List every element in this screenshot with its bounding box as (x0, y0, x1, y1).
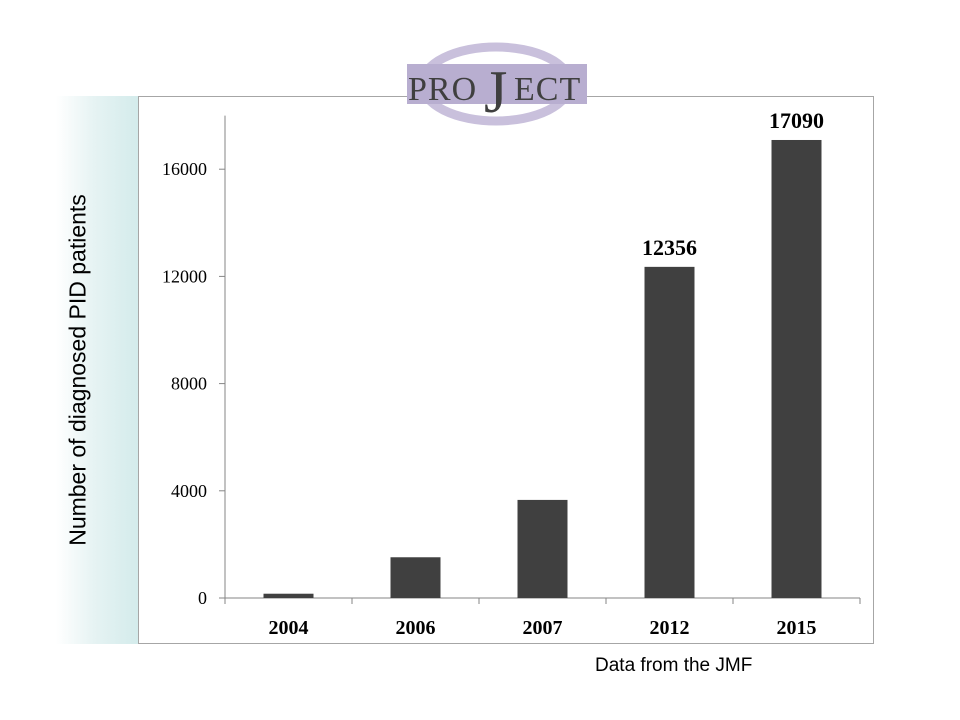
source-footnote: Data from the JMF (595, 655, 753, 676)
project-logo: PRO J ECT (407, 42, 587, 126)
y-tick-label: 4000 (171, 481, 207, 501)
labels: 0 4000 8000 12000 16000 2004 2006 2007 2012 12356… (162, 108, 824, 639)
plot-frame (138, 96, 874, 644)
logo-box (407, 64, 587, 104)
logo-text-left: PRO (408, 71, 477, 108)
logo-text-j: J (484, 59, 507, 125)
y-tick-label: 16000 (162, 159, 207, 179)
x-tick-label: 2006 (396, 617, 436, 639)
ylabel-band (56, 96, 140, 644)
bars (263, 139, 822, 598)
bar (263, 593, 314, 598)
bar (771, 139, 822, 598)
data-label: 12356 (642, 235, 697, 260)
bar (644, 266, 695, 598)
y-tick-label: 12000 (162, 266, 207, 286)
bar (517, 499, 568, 598)
y-tick-label: 8000 (171, 374, 207, 394)
bar (390, 557, 441, 598)
x-tick-label: 2015 (777, 617, 817, 639)
data-label: 17090 (769, 108, 824, 133)
x-tick-label: 2012 (650, 617, 690, 639)
logo-text-right: ECT (514, 71, 581, 108)
x-tick-label: 2004 (269, 617, 309, 639)
y-tick-label: 0 (198, 588, 207, 608)
x-tick-label: 2007 (523, 617, 563, 639)
